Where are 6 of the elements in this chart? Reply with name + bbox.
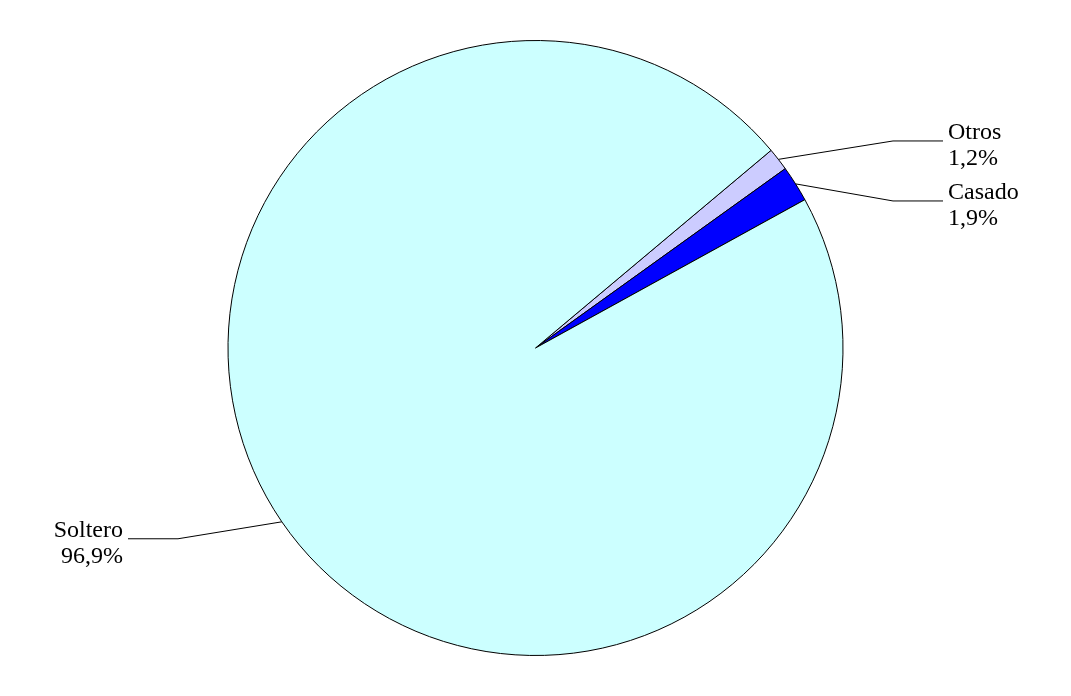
slice-label: Otros [948, 118, 1002, 145]
data-label: 1,2% [948, 144, 998, 171]
data-label: 1,9% [948, 204, 998, 231]
slice-label: Casado [948, 178, 1019, 205]
slice-label: Soltero [53, 516, 123, 543]
data-label: 96,9% [61, 542, 123, 569]
